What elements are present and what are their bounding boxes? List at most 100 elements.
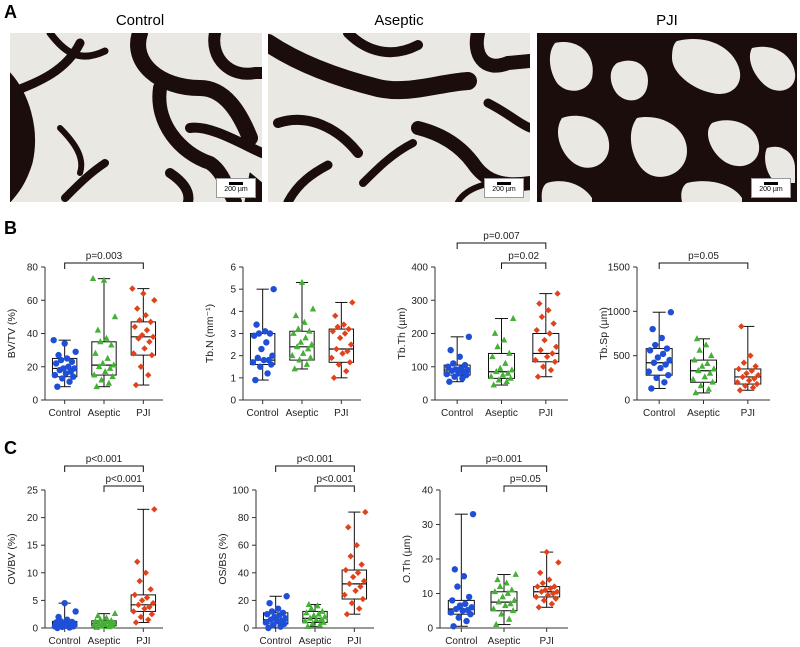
data-point [55,613,62,621]
data-point [298,278,306,285]
points-pji [130,506,158,626]
data-point [279,609,287,617]
data-point [149,599,157,607]
data-point [507,374,514,381]
data-point [496,582,504,589]
data-point [353,542,360,549]
data-point [71,365,78,372]
data-point [339,350,346,357]
data-point [129,285,136,292]
data-point [132,381,140,389]
data-point [266,330,274,337]
data-point [747,352,754,359]
data-point [490,381,497,388]
data-point [447,609,455,616]
data-point [543,353,551,360]
y-tick-label: 80 [238,513,250,524]
chart-tbn: 0 1 2 3 4 5 6 Tb.N (mm⁻¹) Control Aseptic PJI [204,263,361,419]
data-point [104,354,111,361]
data-point [134,305,141,312]
data-point [98,376,105,383]
data-point [94,326,102,333]
y-axis-title: OS/BS (%) [217,533,229,584]
p-value-label: p=0.007 [483,231,520,242]
data-point [137,363,145,370]
data-point [706,369,714,376]
data-point [332,312,339,319]
bracket-line [314,485,355,492]
x-tick-label: PJI [136,636,150,647]
y-tick-label: 0 [624,396,630,407]
data-point [254,354,261,362]
y-tick-label: 30 [422,520,434,531]
data-point [52,619,60,626]
data-point [72,608,79,615]
x-tick-label: Control [49,636,81,647]
data-point [536,569,544,576]
data-point [503,579,510,586]
data-point [102,368,109,375]
data-point [252,376,259,384]
data-point [265,356,272,364]
data-point [54,383,61,390]
data-point [316,621,324,628]
y-tick-label: 10 [422,589,434,600]
data-point [745,377,753,384]
micrograph-title-aseptic: Aseptic [374,12,424,29]
data-point [346,359,354,366]
data-point [740,359,748,366]
data-point [295,325,302,332]
data-point [537,346,544,354]
scale-bar-pji: 200 µm [751,178,791,198]
box-iqr [328,328,355,363]
x-tick-label: Aseptic [88,636,121,647]
box-pji [328,301,355,379]
points-control [50,336,79,390]
y-tick-label: 0 [243,624,249,635]
bracket-line [658,262,749,269]
data-point [755,371,762,379]
data-point [65,363,72,370]
data-point [317,616,325,623]
data-point [282,615,289,622]
data-point [89,274,97,282]
scale-bar-label: 200 µm [224,186,248,193]
data-point [265,624,272,632]
micrograph-control: 200 µm [10,33,262,202]
data-point [59,375,66,382]
data-point [446,378,453,385]
data-point [692,389,699,396]
bracket-line [503,485,548,492]
data-point [751,375,758,382]
y-tick-label: 1000 [608,307,631,318]
y-tick-label: 100 [232,486,249,497]
data-point [362,508,369,516]
y-tick-label: 0 [230,396,236,407]
data-point [497,364,504,371]
box-iqr [488,352,515,379]
data-point [297,338,304,345]
data-point [138,331,146,339]
data-point [495,376,503,383]
data-point [662,361,669,368]
data-point [689,375,697,383]
data-point [266,599,273,607]
data-point [465,333,473,341]
data-point [91,621,98,628]
points-pji [341,508,369,618]
data-point [667,309,675,316]
data-point [739,373,746,381]
data-point [508,586,515,593]
y-tick-label: 40 [238,568,250,579]
x-tick-label: PJI [347,636,361,647]
data-point [349,573,357,581]
points-control [249,285,277,384]
data-point [551,358,559,365]
trabecular-bone-image-pji [541,39,796,202]
data-point [533,326,540,334]
data-point [539,579,546,587]
data-point [357,583,364,590]
data-point [540,363,547,370]
points-pji [533,548,562,611]
